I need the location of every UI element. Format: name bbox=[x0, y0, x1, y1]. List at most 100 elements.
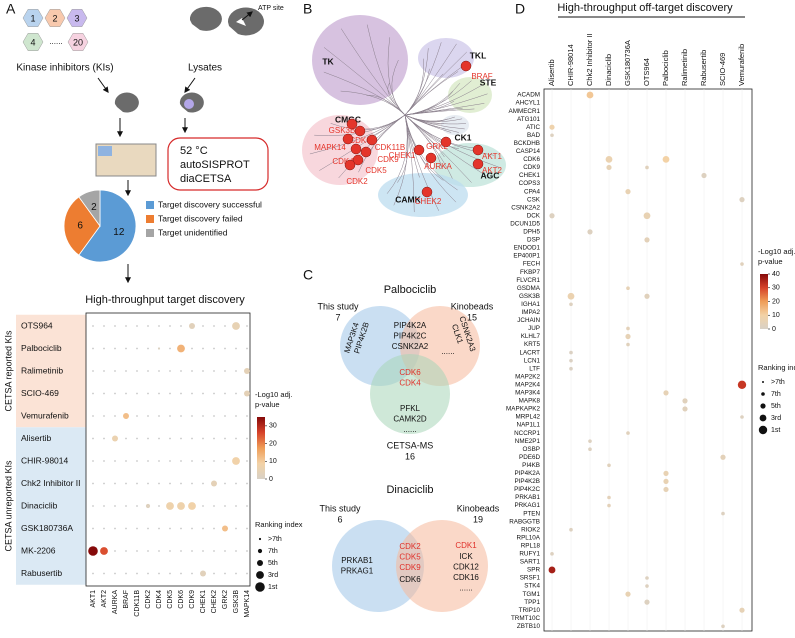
empty-cell bbox=[103, 572, 105, 575]
rank-label: 1st bbox=[771, 427, 780, 434]
row-label: CHEK1 bbox=[519, 172, 540, 179]
rank-label: >7th bbox=[268, 536, 282, 543]
inhibitor-icon bbox=[22, 9, 44, 27]
empty-cell bbox=[180, 482, 182, 485]
kinase-hit bbox=[346, 118, 358, 130]
empty-cell bbox=[136, 325, 138, 327]
kinase-hit bbox=[472, 144, 484, 156]
row-label: PRKAG1 bbox=[514, 502, 540, 509]
empty-cell bbox=[213, 347, 215, 350]
empty-cell bbox=[136, 527, 138, 530]
column-label: SCIO-469 bbox=[718, 53, 727, 86]
row-label: LCN1 bbox=[524, 357, 541, 364]
rank-swatch bbox=[761, 392, 765, 396]
kinase-label: CDK6 bbox=[349, 136, 371, 145]
empty-cell bbox=[103, 482, 105, 485]
venn-item: CDK16 bbox=[453, 573, 479, 582]
hit-dot bbox=[123, 413, 129, 419]
row-label: PI4KB bbox=[522, 462, 540, 469]
empty-cell bbox=[202, 370, 204, 372]
row-label: Alisertib bbox=[21, 433, 52, 443]
hit-dot bbox=[222, 525, 228, 532]
column-label: Rabusertib bbox=[699, 50, 708, 86]
empty-cell bbox=[224, 460, 226, 462]
colorbar-tick-label: 10 bbox=[772, 312, 780, 319]
row-label: FECH bbox=[523, 261, 541, 268]
kinase-hit bbox=[472, 158, 484, 170]
hit-dot bbox=[189, 323, 195, 329]
panel-label: B bbox=[303, 1, 312, 17]
hit-dot bbox=[550, 133, 554, 138]
rank-title: Ranking index bbox=[255, 520, 303, 529]
empty-cell bbox=[158, 550, 160, 552]
empty-cell bbox=[158, 392, 160, 395]
hit-dot bbox=[739, 607, 745, 613]
row-label: TPP1 bbox=[524, 599, 540, 606]
empty-cell bbox=[92, 505, 94, 507]
rank-swatch bbox=[759, 414, 767, 422]
empty-cell bbox=[246, 527, 248, 530]
empty-cell bbox=[136, 347, 138, 350]
group-label: CETSA unreported KIs bbox=[3, 460, 13, 552]
dotplot-title: High-throughput target discovery bbox=[85, 294, 245, 306]
hit-dot bbox=[682, 398, 688, 404]
row-label: RIOK2 bbox=[521, 526, 540, 533]
venn-item: CDK1 bbox=[455, 541, 477, 550]
empty-cell bbox=[191, 392, 193, 395]
hit-dot bbox=[645, 165, 649, 170]
kinase-hit bbox=[344, 159, 356, 171]
empty-cell bbox=[224, 415, 226, 417]
pie-slice bbox=[63, 196, 101, 256]
tree-branch bbox=[323, 47, 406, 116]
hit-dot bbox=[740, 262, 744, 266]
empty-cell bbox=[191, 347, 193, 350]
venn-set-label: CETSA-MS bbox=[387, 440, 434, 450]
empty-cell bbox=[136, 370, 138, 372]
empty-cell bbox=[169, 415, 171, 417]
kinase-label: BRAF bbox=[471, 72, 492, 81]
column-label: CHEK1 bbox=[200, 590, 207, 613]
colorbar-title: -Log10 adj. bbox=[255, 390, 293, 399]
row-label: ZBTB10 bbox=[517, 623, 541, 630]
empty-cell bbox=[235, 505, 237, 507]
lysates-label: Lysates bbox=[188, 63, 222, 74]
empty-cell bbox=[246, 550, 248, 552]
venn-set-count: 7 bbox=[335, 312, 340, 322]
kinase-label: CDK9 bbox=[377, 155, 399, 164]
column-label: Ralimetinib bbox=[680, 49, 689, 86]
empty-cell bbox=[114, 460, 116, 462]
hit-dot bbox=[626, 326, 630, 331]
hit-dot bbox=[607, 503, 611, 508]
pie-slice bbox=[78, 189, 137, 263]
empty-cell bbox=[147, 347, 149, 350]
row-label: CASP14 bbox=[516, 148, 541, 155]
empty-cell bbox=[92, 415, 94, 417]
hit-dot bbox=[663, 486, 669, 493]
empty-cell bbox=[125, 527, 127, 530]
column-label: AKT2 bbox=[101, 590, 108, 608]
row-label: GSK3B bbox=[519, 293, 540, 300]
hit-dot bbox=[645, 584, 649, 588]
hit-dot bbox=[112, 435, 118, 442]
method-line: autoSISPROT bbox=[180, 159, 250, 171]
hit-dot bbox=[644, 237, 650, 243]
legend-swatch bbox=[146, 229, 154, 237]
hit-dot bbox=[645, 576, 649, 580]
inhibitor-icon bbox=[44, 9, 66, 27]
colorbar-tick-label: 20 bbox=[269, 440, 277, 447]
hit-dot bbox=[244, 390, 250, 397]
empty-cell bbox=[103, 325, 105, 327]
row-label: ATIC bbox=[526, 124, 540, 131]
empty-cell bbox=[235, 370, 237, 372]
inhibitor-number: 20 bbox=[73, 37, 83, 47]
inhibitor-number: 4 bbox=[30, 37, 35, 47]
kinase-label: CDK5 bbox=[365, 166, 387, 175]
venn-set-label: This study bbox=[319, 503, 361, 513]
row-label: CSNK2A2 bbox=[511, 204, 540, 211]
empty-cell bbox=[125, 572, 127, 575]
kinase-group-label: CAMK bbox=[395, 194, 421, 204]
empty-cell bbox=[202, 415, 204, 417]
column-label: CDK5 bbox=[167, 590, 174, 609]
empty-cell bbox=[114, 325, 116, 327]
row-label: CSK bbox=[527, 196, 541, 203]
